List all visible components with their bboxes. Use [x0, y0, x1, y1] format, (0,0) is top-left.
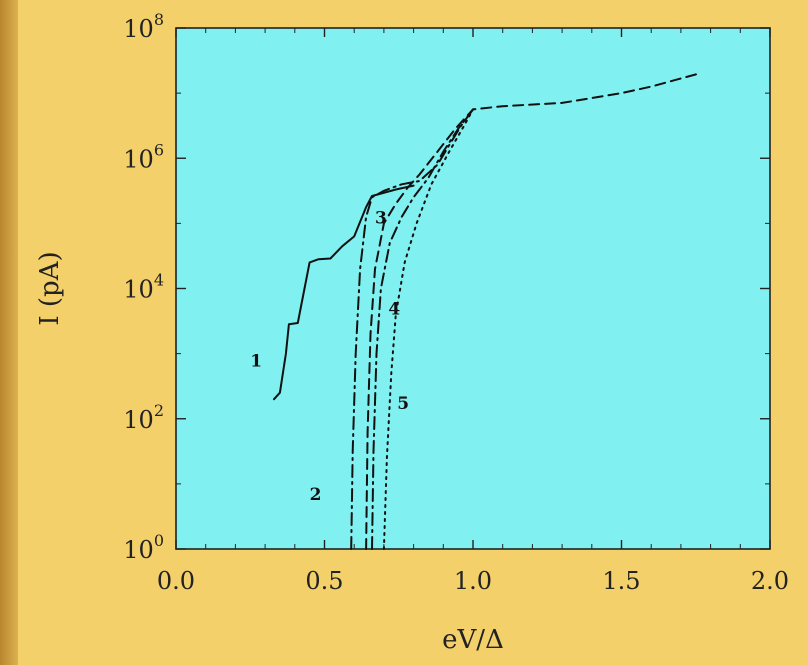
y-tick-label: 108: [123, 10, 164, 43]
labels: 1 2 3 4 5: [250, 208, 409, 505]
y-tick-base: 10: [123, 406, 154, 434]
y-axis-title: I (pA): [35, 251, 65, 325]
y-tick-label: 100: [123, 531, 164, 564]
curve-5: [382, 108, 474, 550]
x-tick-label: 2.0: [751, 567, 789, 595]
y-tick-exponent: 4: [154, 271, 164, 290]
curve-3: [365, 72, 700, 550]
curve-label-5: 5: [397, 394, 409, 414]
y-tick-exponent: 2: [154, 401, 164, 420]
y-tick-exponent: 8: [154, 10, 164, 29]
x-tick-label: 1.0: [454, 567, 492, 595]
y-tick-base: 10: [123, 276, 154, 304]
y-tick-label: 106: [123, 140, 164, 173]
x-tick-label: 0.5: [305, 567, 343, 595]
curve-2: [350, 108, 474, 550]
curve-label-2: 2: [310, 485, 322, 505]
y-tick-exponent: 0: [154, 531, 164, 550]
y-tick-label: 102: [123, 401, 164, 434]
plot-area: [175, 27, 771, 550]
y-tick-base: 10: [123, 536, 154, 564]
x-tick-label: 1.5: [602, 567, 640, 595]
curve-label-4: 4: [388, 300, 400, 320]
curve-4: [371, 108, 474, 550]
curves: [273, 72, 700, 550]
curve-label-3: 3: [375, 208, 387, 228]
curve-label-1: 1: [250, 352, 262, 372]
frame-left-edge: [0, 0, 18, 665]
y-tick-base: 10: [123, 145, 154, 173]
x-tick-label: 0.0: [157, 567, 195, 595]
y-tick-exponent: 6: [154, 140, 164, 159]
plot-background: [175, 27, 771, 550]
y-tick-label: 104: [123, 271, 164, 304]
y-tick-base: 10: [123, 15, 154, 43]
x-axis-title: eV/Δ: [442, 625, 504, 655]
